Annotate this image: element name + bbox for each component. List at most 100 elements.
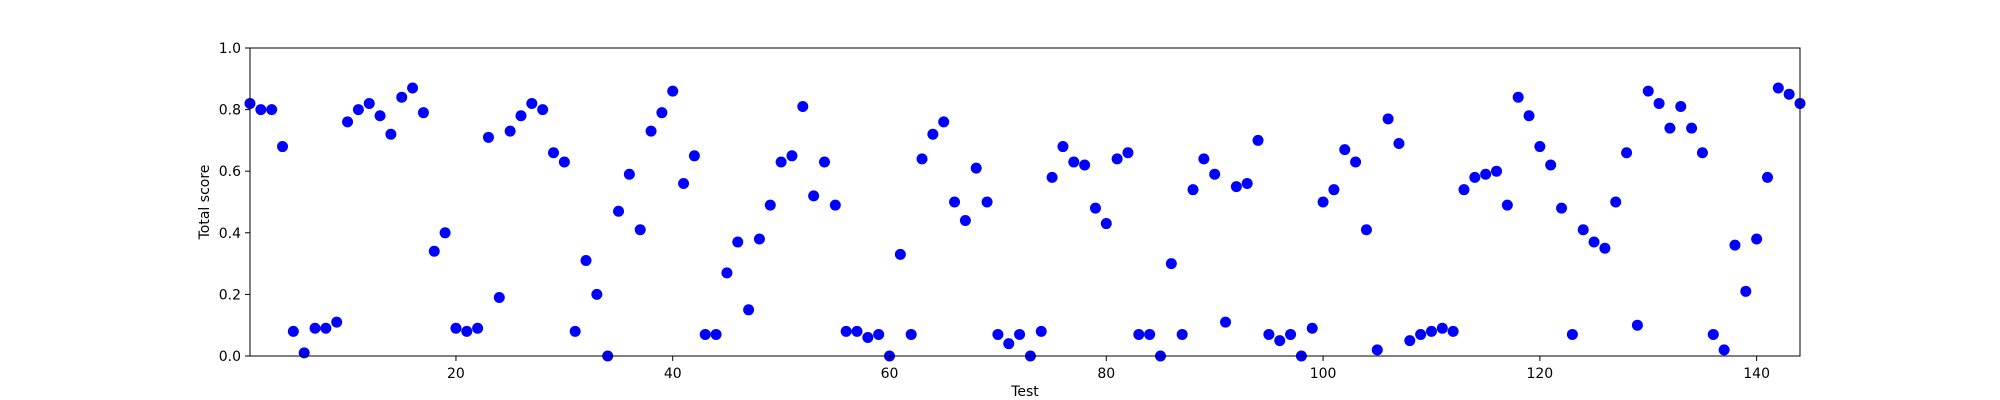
- data-point: [1328, 184, 1340, 196]
- data-point: [1621, 147, 1633, 159]
- data-point: [699, 328, 711, 340]
- data-point: [482, 131, 494, 143]
- data-point: [981, 196, 993, 208]
- data-point: [894, 248, 906, 260]
- data-point: [1761, 171, 1773, 183]
- data-point: [667, 85, 679, 97]
- data-point: [1046, 171, 1058, 183]
- data-point: [1707, 328, 1719, 340]
- x-tick-label: 100: [1310, 366, 1337, 382]
- data-point: [656, 107, 668, 119]
- x-axis-ticks: 20 40 60 80 100 120 140: [447, 356, 1770, 382]
- y-tick-label: 0.6: [219, 164, 241, 180]
- data-point: [829, 199, 841, 211]
- data-point: [678, 178, 690, 190]
- data-point: [1718, 344, 1730, 356]
- data-point: [1339, 144, 1351, 156]
- data-point: [1176, 328, 1188, 340]
- data-point: [1285, 328, 1297, 340]
- data-point: [916, 153, 928, 165]
- data-point: [1089, 202, 1101, 214]
- data-point: [764, 199, 776, 211]
- data-point: [1523, 110, 1535, 122]
- data-point: [797, 101, 809, 113]
- data-point: [949, 196, 961, 208]
- data-point: [1686, 122, 1698, 134]
- x-tick-label: 20: [447, 366, 465, 382]
- data-point: [1425, 325, 1437, 337]
- data-point: [1035, 325, 1047, 337]
- data-point: [407, 82, 419, 94]
- data-point: [634, 224, 646, 236]
- data-point: [613, 205, 625, 217]
- data-point: [1469, 171, 1481, 183]
- data-point: [938, 116, 950, 128]
- data-point: [277, 141, 289, 153]
- data-point: [266, 104, 278, 116]
- data-point: [688, 150, 700, 162]
- data-point: [1534, 141, 1546, 153]
- data-point: [1350, 156, 1362, 168]
- data-point: [1003, 338, 1015, 350]
- data-point: [1198, 153, 1210, 165]
- data-point: [504, 125, 516, 137]
- data-point: [1447, 325, 1459, 337]
- data-point: [591, 288, 603, 300]
- data-points: [244, 82, 1806, 362]
- data-point: [320, 322, 332, 334]
- data-point: [1501, 199, 1513, 211]
- data-point: [732, 236, 744, 248]
- data-point: [1751, 233, 1763, 245]
- data-point: [1491, 165, 1503, 177]
- x-axis-label: Test: [1010, 384, 1039, 400]
- data-point: [374, 110, 386, 122]
- data-point: [417, 107, 429, 119]
- data-point: [1371, 344, 1383, 356]
- data-point: [1209, 168, 1221, 180]
- data-point: [1512, 91, 1524, 103]
- data-point: [623, 168, 635, 180]
- data-point: [818, 156, 830, 168]
- data-point: [1165, 258, 1177, 270]
- plot-frame: [249, 47, 1801, 357]
- data-point: [1404, 335, 1416, 347]
- data-point: [1545, 159, 1557, 171]
- data-point: [1675, 101, 1687, 113]
- data-point: [1068, 156, 1080, 168]
- data-point: [905, 328, 917, 340]
- data-point: [1133, 328, 1145, 340]
- data-point: [450, 322, 462, 334]
- data-point: [862, 332, 874, 344]
- y-tick-label: 0.2: [219, 287, 241, 303]
- data-point: [840, 325, 852, 337]
- y-tick-label: 0.8: [219, 103, 241, 119]
- data-point: [1274, 335, 1286, 347]
- data-point: [385, 128, 397, 140]
- data-point: [526, 97, 538, 109]
- data-point: [1230, 181, 1242, 193]
- x-tick-label: 80: [1097, 366, 1115, 382]
- data-point: [1664, 122, 1676, 134]
- data-point: [1252, 134, 1264, 146]
- data-point: [1382, 113, 1394, 125]
- data-point: [1783, 88, 1795, 100]
- data-point: [1360, 224, 1372, 236]
- data-point: [743, 304, 755, 316]
- data-point: [439, 227, 451, 239]
- data-point: [1566, 328, 1578, 340]
- x-tick-label: 140: [1743, 366, 1770, 382]
- data-point: [1220, 316, 1232, 328]
- data-point: [363, 97, 375, 109]
- data-point: [1111, 153, 1123, 165]
- y-axis-ticks: 0.0 0.2 0.4 0.6 0.8 1.0: [219, 41, 250, 365]
- y-tick-label: 1.0: [219, 41, 241, 57]
- data-point: [1729, 239, 1741, 251]
- data-point: [1100, 218, 1112, 230]
- data-point: [1122, 147, 1134, 159]
- data-point: [1014, 328, 1026, 340]
- data-point: [493, 291, 505, 303]
- data-point: [645, 125, 657, 137]
- data-point: [1696, 147, 1708, 159]
- data-point: [753, 233, 765, 245]
